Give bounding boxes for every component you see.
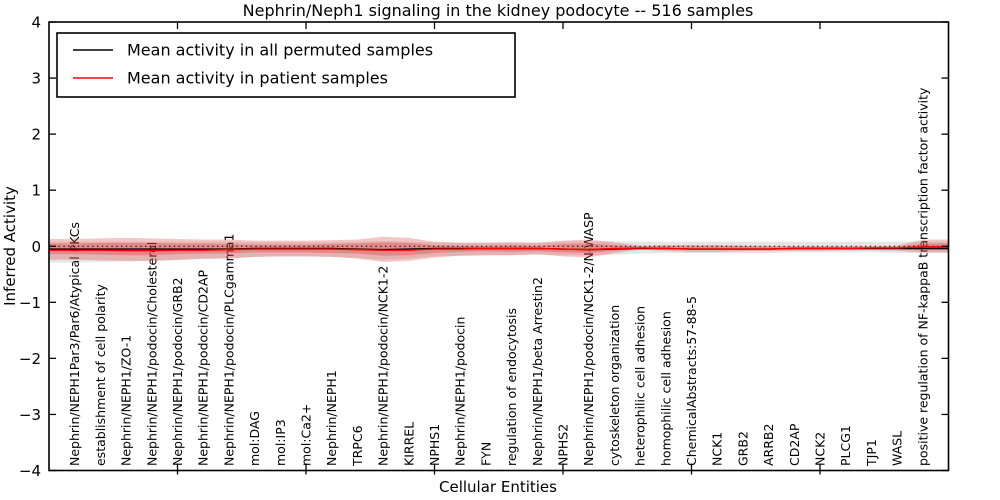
patient-samples-spread-outer-band <box>49 236 949 262</box>
y-tick-label: 0 <box>31 238 41 256</box>
x-category-label: TRPC6 <box>350 425 365 467</box>
x-category-label: Nephrin/NEPH1/podocin <box>453 317 468 466</box>
x-category-label: NCK2 <box>813 432 828 466</box>
x-category-label: NPHS2 <box>556 424 571 466</box>
x-category-label: FYN <box>478 442 493 466</box>
x-axis-label: Cellular Entities <box>439 478 557 496</box>
legend-box <box>56 32 516 98</box>
x-category-label: mol:Ca2+ <box>299 404 314 466</box>
chart-title: Nephrin/Neph1 signaling in the kidney po… <box>243 1 754 20</box>
permuted-samples-spread-band <box>49 241 949 263</box>
y-tick-label: 3 <box>31 70 41 88</box>
x-category-label: NPHS1 <box>427 424 442 466</box>
x-category-label: Nephrin/NEPH1Par3/Par6/Atypical PKCs <box>67 222 82 466</box>
legend: Mean activity in all permuted samples Me… <box>56 32 516 98</box>
y-tick-label: 4 <box>31 14 41 32</box>
x-category-label: KIRREL <box>401 422 416 466</box>
patient-mean-line <box>49 246 949 252</box>
legend-label-permuted: Mean activity in all permuted samples <box>127 41 433 60</box>
x-category-label: homophilic cell adhesion <box>658 311 673 466</box>
y-tick-labels: −4 −3 −2 −1 0 1 2 3 4 <box>19 14 41 481</box>
legend-label-patient: Mean activity in patient samples <box>127 69 388 88</box>
x-category-label: Nephrin/NEPH1/ZO-1 <box>119 335 134 466</box>
y-tick-label: −2 <box>19 350 41 368</box>
x-category-label: TJP1 <box>864 439 879 467</box>
x-category-label: Nephrin/NEPH1 <box>324 370 339 466</box>
y-axis-label: Inferred Activity <box>1 186 19 306</box>
y-tick-label: 1 <box>31 182 41 200</box>
x-category-label: mol:DAG <box>247 411 262 466</box>
x-category-label: Nephrin/NEPH1/podocin/PLCgamma1 <box>221 234 236 466</box>
x-category-label: Nephrin/NEPH1/beta Arrestin2 <box>530 277 545 466</box>
x-category-label: positive regulation of NF-kappaB transcr… <box>915 87 930 466</box>
mean-lines <box>49 245 949 252</box>
x-category-label: establishment of cell polarity <box>93 284 108 466</box>
x-category-label: Nephrin/NEPH1/podocin/Cholesterol <box>144 242 159 466</box>
x-category-label: Nephrin/NEPH1/podocin/GRB2 <box>170 277 185 466</box>
x-category-label: ChemicalAbstracts:57-88-5 <box>684 296 699 466</box>
y-tick-label: 2 <box>31 126 41 144</box>
x-category-label: WASL <box>890 431 905 466</box>
x-category-label: NCK1 <box>710 432 725 466</box>
y-tick-label: −1 <box>19 294 41 312</box>
y-tick-label: −4 <box>19 462 41 480</box>
axis-ticks <box>49 21 949 475</box>
x-category-label: regulation of endocytosis <box>504 308 519 466</box>
x-category-label: Nephrin/NEPH1/podocin/CD2AP <box>196 270 211 466</box>
x-category-label: cytoskeleton organization <box>607 305 622 466</box>
x-category-label: PLCG1 <box>838 425 853 466</box>
x-category-label: Nephrin/NEPH1/podocin/NCK1-2 <box>376 266 391 466</box>
x-category-label: heterophilic cell adhesion <box>633 306 648 466</box>
x-category-label: GRB2 <box>735 431 750 466</box>
x-category-label: Nephrin/NEPH1/podocin/NCK1-2/N-WASP <box>581 212 596 466</box>
x-category-label: mol:IP3 <box>273 419 288 466</box>
x-category-label: ARRB2 <box>761 424 776 466</box>
x-category-labels: Nephrin/NEPH1Par3/Par6/Atypical PKCs esta… <box>67 87 930 467</box>
y-tick-label: −3 <box>19 406 41 424</box>
x-category-label: CD2AP <box>787 423 802 466</box>
